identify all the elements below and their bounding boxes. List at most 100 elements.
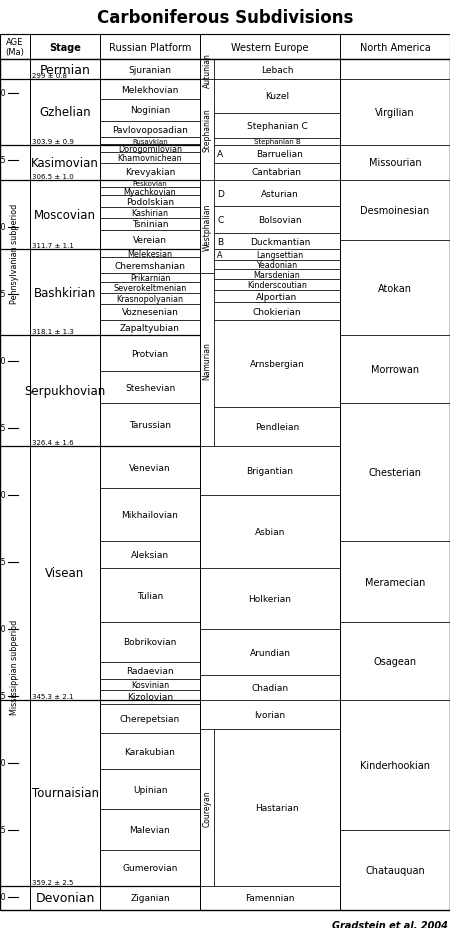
Bar <box>100 274 200 282</box>
Text: A: A <box>217 150 223 160</box>
Text: Autunian: Autunian <box>202 53 211 87</box>
Text: Krasnopolyanian: Krasnopolyanian <box>117 294 184 303</box>
Text: 303.9 ± 0.9: 303.9 ± 0.9 <box>32 138 74 145</box>
Bar <box>100 447 200 488</box>
Bar <box>200 676 340 700</box>
Text: Virgilian: Virgilian <box>375 108 415 118</box>
Bar <box>214 270 340 279</box>
Bar <box>214 250 340 261</box>
Text: Protvian: Protvian <box>131 349 169 358</box>
Text: Severokeltmenian: Severokeltmenian <box>113 283 187 292</box>
Bar <box>100 250 200 258</box>
Text: 299 ± 0.8: 299 ± 0.8 <box>32 73 67 79</box>
Bar <box>30 180 100 250</box>
Bar <box>30 886 100 910</box>
Bar <box>100 100 200 122</box>
Bar <box>214 139 340 146</box>
Bar <box>30 700 100 886</box>
Text: Tarussian: Tarussian <box>129 421 171 430</box>
Text: Steshevian: Steshevian <box>125 383 175 393</box>
Bar <box>340 336 450 404</box>
Bar <box>200 60 214 80</box>
Text: Dorogomilovian: Dorogomilovian <box>118 145 182 153</box>
Bar <box>214 729 340 886</box>
Bar <box>100 122 200 138</box>
Bar <box>340 404 450 542</box>
Text: Tournaisian: Tournaisian <box>32 786 99 799</box>
Text: Stephanian C: Stephanian C <box>247 122 307 131</box>
Text: 300: 300 <box>0 89 6 98</box>
Bar <box>100 850 200 886</box>
Bar <box>100 372 200 404</box>
Bar <box>100 187 200 196</box>
Text: 330: 330 <box>0 491 6 499</box>
Bar <box>100 153 200 163</box>
Bar <box>214 261 340 270</box>
Bar <box>214 113 340 139</box>
Text: 311.7 ± 1.1: 311.7 ± 1.1 <box>32 243 74 249</box>
Text: Namurian: Namurian <box>202 342 211 380</box>
Bar <box>100 219 200 231</box>
Bar <box>100 138 200 145</box>
Bar <box>100 769 200 809</box>
Text: Stephanian B: Stephanian B <box>254 139 301 146</box>
Text: Barruelian: Barruelian <box>256 150 303 160</box>
Text: Chadian: Chadian <box>252 683 288 692</box>
Text: 335: 335 <box>0 558 6 566</box>
Bar <box>340 240 450 336</box>
Bar <box>30 447 100 700</box>
Text: Stephanian: Stephanian <box>202 109 211 152</box>
Bar <box>100 703 200 733</box>
Bar <box>30 60 100 80</box>
Text: Myachkovian: Myachkovian <box>124 187 176 197</box>
Bar <box>30 146 100 180</box>
Text: A: A <box>217 251 222 260</box>
Bar <box>30 80 100 146</box>
Text: Cheremshanian: Cheremshanian <box>114 262 185 271</box>
Text: Arnsbergian: Arnsbergian <box>250 360 304 369</box>
Text: Kinderscoutian: Kinderscoutian <box>247 281 307 290</box>
Bar <box>200 447 340 495</box>
Text: Radaevian: Radaevian <box>126 666 174 676</box>
Bar <box>100 321 200 336</box>
Text: Melekesian: Melekesian <box>127 250 172 259</box>
Bar <box>100 196 200 208</box>
Bar <box>0 35 450 60</box>
Text: Hastarian: Hastarian <box>255 803 299 812</box>
Text: Kinderhookian: Kinderhookian <box>360 760 430 769</box>
Text: Holkerian: Holkerian <box>248 594 292 603</box>
Bar <box>214 408 340 447</box>
Bar <box>340 180 450 240</box>
Text: Kosvinian: Kosvinian <box>131 680 169 690</box>
Text: Duckmantian: Duckmantian <box>250 238 310 247</box>
Bar <box>340 542 450 622</box>
Bar <box>100 282 200 293</box>
Text: Pennsylvanian subperiod: Pennsylvanian subperiod <box>10 203 19 303</box>
Text: Tulian: Tulian <box>137 591 163 599</box>
Text: Westphalian: Westphalian <box>202 203 211 251</box>
Bar <box>214 279 340 290</box>
Text: 315: 315 <box>0 290 6 299</box>
Text: Morrowan: Morrowan <box>371 365 419 375</box>
Text: Carboniferous Subdivisions: Carboniferous Subdivisions <box>97 9 353 27</box>
Text: Langsettian: Langsettian <box>256 251 304 260</box>
Text: Voznesenian: Voznesenian <box>122 308 179 317</box>
Text: Melekhovian: Melekhovian <box>122 85 179 95</box>
Text: Gzhelian: Gzhelian <box>39 107 91 120</box>
Bar <box>200 80 214 180</box>
Bar <box>200 629 340 676</box>
Bar <box>214 163 340 180</box>
Text: 359.2 ± 2.5: 359.2 ± 2.5 <box>32 879 73 885</box>
Text: Krevyakian: Krevyakian <box>125 168 175 176</box>
Text: Bolsovian: Bolsovian <box>258 216 302 226</box>
Bar <box>340 146 450 180</box>
Bar <box>200 495 340 569</box>
Bar <box>100 886 200 910</box>
Text: 306.5 ± 1.0: 306.5 ± 1.0 <box>32 174 74 179</box>
Text: Tsninian: Tsninian <box>132 220 168 229</box>
Bar <box>340 700 450 830</box>
Text: Stage: Stage <box>49 43 81 53</box>
Text: Asbian: Asbian <box>255 527 285 536</box>
Text: Desmoinesian: Desmoinesian <box>360 206 430 215</box>
Bar <box>100 809 200 850</box>
